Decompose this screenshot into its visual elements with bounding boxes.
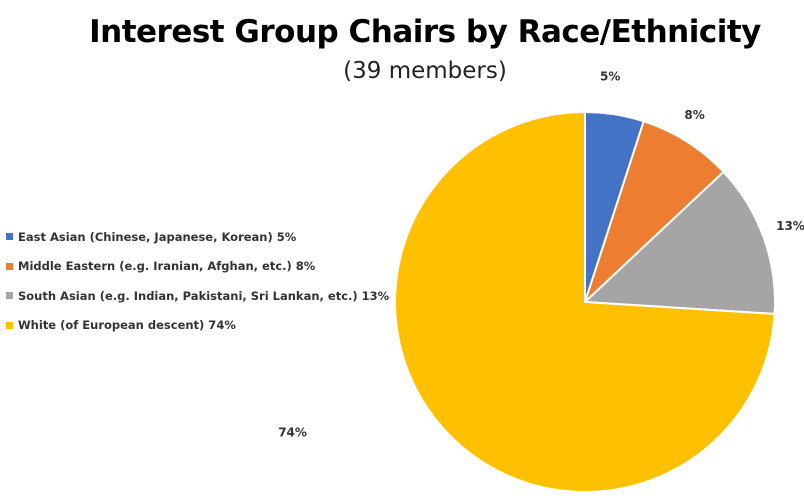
slice-data-label: 5% xyxy=(600,70,620,84)
legend-label: Middle Eastern (e.g. Iranian, Afghan, et… xyxy=(18,259,316,274)
legend-label: South Asian (e.g. Indian, Pakistani, Sri… xyxy=(18,288,390,303)
legend-swatch xyxy=(6,292,13,300)
legend-swatch xyxy=(6,321,13,329)
legend-item: Middle Eastern (e.g. Iranian, Afghan, et… xyxy=(6,252,389,282)
pie-slice xyxy=(584,120,725,303)
legend: East Asian (Chinese, Japanese, Korean) 5… xyxy=(6,222,389,340)
legend-swatch xyxy=(6,262,13,270)
legend-label: White (of European descent) 74% xyxy=(18,318,236,333)
legend-item: East Asian (Chinese, Japanese, Korean) 5… xyxy=(6,222,389,252)
legend-item: South Asian (e.g. Indian, Pakistani, Sri… xyxy=(6,281,389,311)
slice-data-label: 74% xyxy=(278,426,307,440)
chart-subtitle: (39 members) xyxy=(343,58,507,84)
legend-item: White (of European descent) 74% xyxy=(6,311,389,341)
chart-title: Interest Group Chairs by Race/Ethnicity xyxy=(89,14,761,50)
legend-swatch xyxy=(6,233,13,241)
slice-data-label: 8% xyxy=(684,108,704,122)
pie-slice xyxy=(582,170,776,315)
slice-data-label: 13% xyxy=(776,219,804,233)
pie-slice xyxy=(394,110,776,493)
legend-label: East Asian (Chinese, Japanese, Korean) 5… xyxy=(18,229,297,244)
